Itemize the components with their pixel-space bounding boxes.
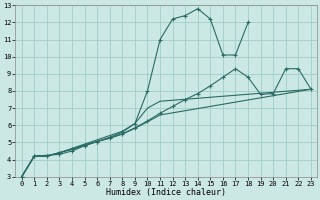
X-axis label: Humidex (Indice chaleur): Humidex (Indice chaleur) (106, 188, 226, 197)
